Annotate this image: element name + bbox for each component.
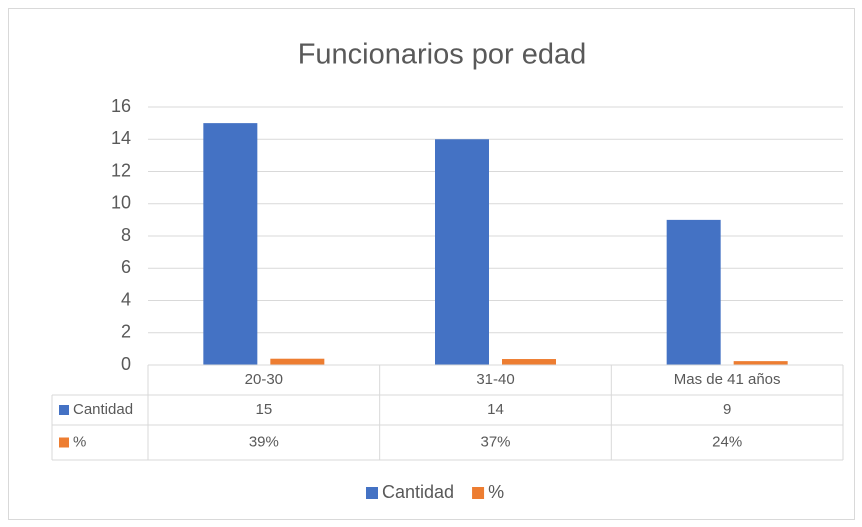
bar bbox=[435, 139, 489, 365]
table-value: 14 bbox=[487, 401, 504, 418]
y-tick-label: 6 bbox=[121, 257, 131, 277]
table-category: Mas de 41 años bbox=[674, 371, 781, 388]
table-legend-key bbox=[59, 405, 69, 415]
y-tick-label: 8 bbox=[121, 225, 131, 245]
bar bbox=[270, 358, 325, 365]
chart-title: Funcionarios por edad bbox=[298, 39, 587, 71]
table-value: 37% bbox=[480, 433, 510, 450]
table-legend-key bbox=[59, 437, 69, 448]
y-tick-label: 2 bbox=[121, 322, 131, 342]
table-category: 31-40 bbox=[476, 371, 514, 388]
y-tick-label: 10 bbox=[111, 193, 131, 213]
table-value: 39% bbox=[249, 433, 279, 450]
table-value: 24% bbox=[712, 433, 742, 450]
table-series-name: Cantidad bbox=[73, 401, 133, 418]
legend-label: % bbox=[488, 482, 504, 502]
bar bbox=[203, 123, 258, 365]
bar bbox=[666, 219, 721, 365]
y-tick-label: 12 bbox=[111, 160, 131, 180]
legend-label: Cantidad bbox=[382, 482, 454, 502]
legend-key bbox=[472, 487, 485, 499]
legend-key bbox=[366, 487, 378, 499]
y-tick-label: 14 bbox=[111, 128, 131, 148]
table-value: 9 bbox=[723, 401, 731, 418]
table-value: 15 bbox=[255, 401, 272, 418]
bar bbox=[502, 359, 556, 365]
table-series-name: % bbox=[73, 433, 86, 450]
bar bbox=[733, 361, 788, 365]
table-category: 20-30 bbox=[245, 371, 283, 388]
y-tick-label: 16 bbox=[111, 96, 131, 116]
y-tick-label: 4 bbox=[121, 289, 131, 309]
y-tick-label: 0 bbox=[121, 354, 131, 374]
